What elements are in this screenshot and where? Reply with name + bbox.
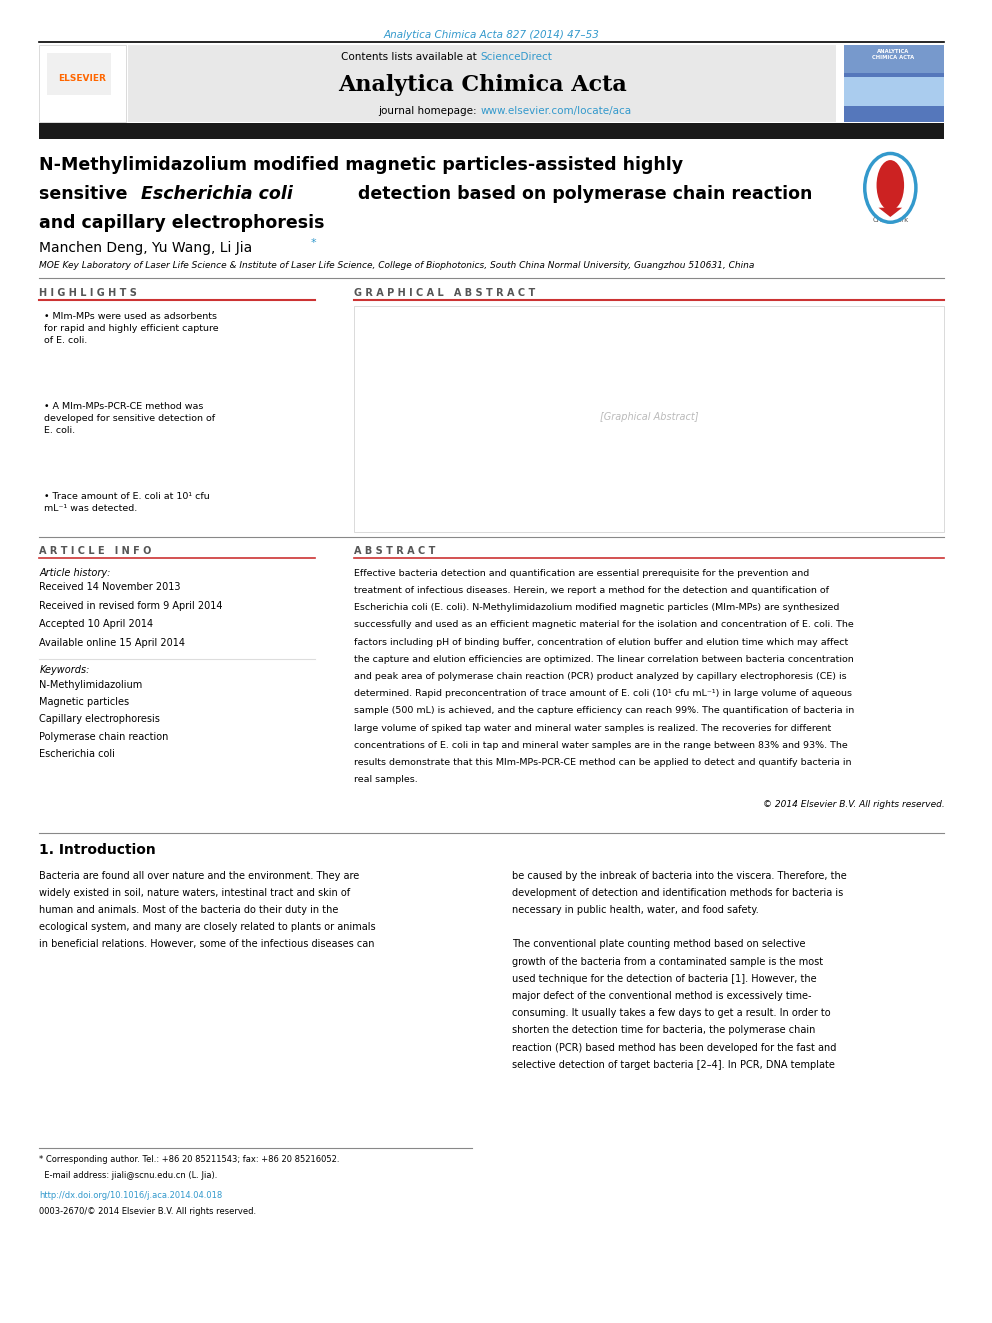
Text: be caused by the inbreak of bacteria into the viscera. Therefore, the: be caused by the inbreak of bacteria int… <box>512 871 846 881</box>
Text: large volume of spiked tap water and mineral water samples is realized. The reco: large volume of spiked tap water and min… <box>354 724 831 733</box>
Text: • Trace amount of E. coli at 10¹ cfu
mL⁻¹ was detected.: • Trace amount of E. coli at 10¹ cfu mL⁻… <box>45 492 210 513</box>
Text: Received 14 November 2013: Received 14 November 2013 <box>40 582 181 593</box>
Text: H I G H L I G H T S: H I G H L I G H T S <box>40 288 137 299</box>
Text: N-Methylimidazolium: N-Methylimidazolium <box>40 680 143 691</box>
Text: in beneficial relations. However, some of the infectious diseases can: in beneficial relations. However, some o… <box>40 939 375 950</box>
Text: and peak area of polymerase chain reaction (PCR) product analyzed by capillary e: and peak area of polymerase chain reacti… <box>354 672 847 681</box>
Ellipse shape <box>877 160 904 210</box>
Text: shorten the detection time for bacteria, the polymerase chain: shorten the detection time for bacteria,… <box>512 1025 815 1036</box>
Text: growth of the bacteria from a contaminated sample is the most: growth of the bacteria from a contaminat… <box>512 957 822 967</box>
Text: Escherichia coli: Escherichia coli <box>40 749 115 759</box>
FancyBboxPatch shape <box>40 123 944 139</box>
Text: determined. Rapid preconcentration of trace amount of E. coli (10¹ cfu mL⁻¹) in : determined. Rapid preconcentration of tr… <box>354 689 852 699</box>
Text: detection based on polymerase chain reaction: detection based on polymerase chain reac… <box>352 185 812 204</box>
Text: Keywords:: Keywords: <box>40 665 89 676</box>
Text: Capillary electrophoresis: Capillary electrophoresis <box>40 714 161 725</box>
FancyBboxPatch shape <box>128 45 836 122</box>
Text: Received in revised form 9 April 2014: Received in revised form 9 April 2014 <box>40 601 223 611</box>
Text: MOE Key Laboratory of Laser Life Science & Institute of Laser Life Science, Coll: MOE Key Laboratory of Laser Life Science… <box>40 261 755 270</box>
Text: widely existed in soil, nature waters, intestinal tract and skin of: widely existed in soil, nature waters, i… <box>40 888 350 898</box>
Text: Polymerase chain reaction: Polymerase chain reaction <box>40 732 169 742</box>
Text: http://dx.doi.org/10.1016/j.aca.2014.04.018: http://dx.doi.org/10.1016/j.aca.2014.04.… <box>40 1191 222 1200</box>
Text: *: * <box>310 238 316 249</box>
Text: sample (500 mL) is achieved, and the capture efficiency can reach 99%. The quant: sample (500 mL) is achieved, and the cap… <box>354 706 854 716</box>
Text: consuming. It usually takes a few days to get a result. In order to: consuming. It usually takes a few days t… <box>512 1008 830 1019</box>
Text: • MIm-MPs were used as adsorbents
for rapid and highly efficient capture
of E. c: • MIm-MPs were used as adsorbents for ra… <box>45 312 219 345</box>
Text: real samples.: real samples. <box>354 775 418 785</box>
Text: used technique for the detection of bacteria [1]. However, the: used technique for the detection of bact… <box>512 974 816 984</box>
Text: selective detection of target bacteria [2–4]. In PCR, DNA template: selective detection of target bacteria [… <box>512 1060 834 1070</box>
Text: 0003-2670/© 2014 Elsevier B.V. All rights reserved.: 0003-2670/© 2014 Elsevier B.V. All right… <box>40 1207 257 1216</box>
Text: and capillary electrophoresis: and capillary electrophoresis <box>40 214 324 233</box>
Text: © 2014 Elsevier B.V. All rights reserved.: © 2014 Elsevier B.V. All rights reserved… <box>763 800 944 810</box>
Text: A R T I C L E   I N F O: A R T I C L E I N F O <box>40 546 152 557</box>
Text: treatment of infectious diseases. Herein, we report a method for the detection a: treatment of infectious diseases. Herein… <box>354 586 829 595</box>
Text: ScienceDirect: ScienceDirect <box>480 52 552 62</box>
Text: Bacteria are found all over nature and the environment. They are: Bacteria are found all over nature and t… <box>40 871 360 881</box>
Text: 1. Introduction: 1. Introduction <box>40 843 156 857</box>
FancyBboxPatch shape <box>844 45 944 122</box>
Text: G R A P H I C A L   A B S T R A C T: G R A P H I C A L A B S T R A C T <box>354 288 536 299</box>
Ellipse shape <box>865 153 916 222</box>
FancyBboxPatch shape <box>844 45 944 73</box>
Text: reaction (PCR) based method has been developed for the fast and: reaction (PCR) based method has been dev… <box>512 1043 836 1053</box>
Text: results demonstrate that this MIm-MPs-PCR-CE method can be applied to detect and: results demonstrate that this MIm-MPs-PC… <box>354 758 852 767</box>
Text: ELSEVIER: ELSEVIER <box>58 74 105 83</box>
Text: www.elsevier.com/locate/aca: www.elsevier.com/locate/aca <box>480 106 631 116</box>
Text: Accepted 10 April 2014: Accepted 10 April 2014 <box>40 619 154 630</box>
Text: E-mail address: jiali@scnu.edu.cn (L. Jia).: E-mail address: jiali@scnu.edu.cn (L. Ji… <box>40 1171 217 1180</box>
Text: Available online 15 April 2014: Available online 15 April 2014 <box>40 638 186 648</box>
Text: A B S T R A C T: A B S T R A C T <box>354 546 435 557</box>
FancyBboxPatch shape <box>48 53 111 95</box>
Text: Manchen Deng, Yu Wang, Li Jia: Manchen Deng, Yu Wang, Li Jia <box>40 241 253 255</box>
Text: human and animals. Most of the bacteria do their duty in the: human and animals. Most of the bacteria … <box>40 905 338 916</box>
Text: concentrations of E. coli in tap and mineral water samples are in the range betw: concentrations of E. coli in tap and min… <box>354 741 848 750</box>
Text: Article history:: Article history: <box>40 568 111 578</box>
Polygon shape <box>879 208 902 217</box>
Text: The conventional plate counting method based on selective: The conventional plate counting method b… <box>512 939 806 950</box>
Text: journal homepage:: journal homepage: <box>378 106 480 116</box>
Text: ANALYTICA
CHIMICA ACTA: ANALYTICA CHIMICA ACTA <box>872 49 915 60</box>
Text: the capture and elution efficiencies are optimized. The linear correlation betwe: the capture and elution efficiencies are… <box>354 655 854 664</box>
FancyBboxPatch shape <box>844 77 944 106</box>
Text: Magnetic particles: Magnetic particles <box>40 697 130 708</box>
Text: development of detection and identification methods for bacteria is: development of detection and identificat… <box>512 888 843 898</box>
Text: necessary in public health, water, and food safety.: necessary in public health, water, and f… <box>512 905 758 916</box>
Text: CrossMark: CrossMark <box>872 217 909 224</box>
Text: ecological system, and many are closely related to plants or animals: ecological system, and many are closely … <box>40 922 376 933</box>
Text: Escherichia coli: Escherichia coli <box>141 185 293 204</box>
Text: Effective bacteria detection and quantification are essential prerequisite for t: Effective bacteria detection and quantif… <box>354 569 809 578</box>
Text: Analytica Chimica Acta: Analytica Chimica Acta <box>337 74 626 97</box>
FancyBboxPatch shape <box>40 45 126 122</box>
Text: Analytica Chimica Acta 827 (2014) 47–53: Analytica Chimica Acta 827 (2014) 47–53 <box>384 30 600 41</box>
Text: successfully and used as an efficient magnetic material for the isolation and co: successfully and used as an efficient ma… <box>354 620 854 630</box>
Text: * Corresponding author. Tel.: +86 20 85211543; fax: +86 20 85216052.: * Corresponding author. Tel.: +86 20 852… <box>40 1155 340 1164</box>
Text: factors including pH of binding buffer, concentration of elution buffer and elut: factors including pH of binding buffer, … <box>354 638 848 647</box>
Text: sensitive: sensitive <box>40 185 134 204</box>
FancyBboxPatch shape <box>354 306 944 532</box>
Text: Contents lists available at: Contents lists available at <box>341 52 480 62</box>
Text: Escherichia coli (E. coli). N-Methylimidazolium modified magnetic particles (MIm: Escherichia coli (E. coli). N-Methylimid… <box>354 603 839 613</box>
Text: • A MIm-MPs-PCR-CE method was
developed for sensitive detection of
E. coli.: • A MIm-MPs-PCR-CE method was developed … <box>45 402 215 435</box>
Text: N-Methylimidazolium modified magnetic particles-assisted highly: N-Methylimidazolium modified magnetic pa… <box>40 156 683 175</box>
Text: major defect of the conventional method is excessively time-: major defect of the conventional method … <box>512 991 811 1002</box>
Text: [Graphical Abstract]: [Graphical Abstract] <box>600 411 698 422</box>
